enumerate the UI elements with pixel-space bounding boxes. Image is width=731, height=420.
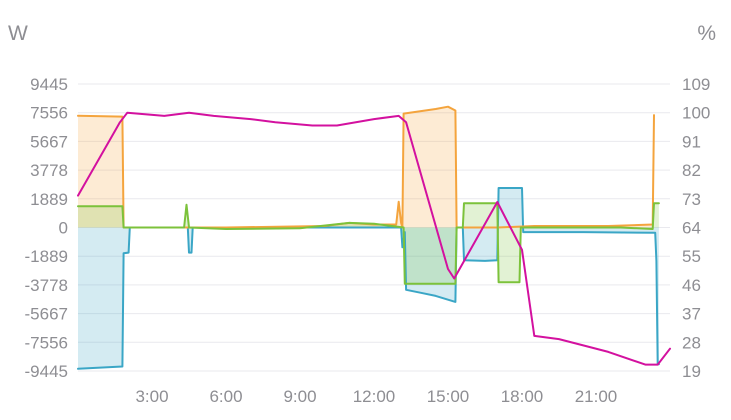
y2-tick-label: 37 [682,305,701,324]
y-tick-label: 3778 [30,161,68,180]
y2-tick-label: 100 [682,104,710,123]
y2-tick-label: 19 [682,362,701,381]
y2-tick-label: 91 [682,132,701,151]
y-tick-label: -3778 [25,276,68,295]
y-tick-label: -1889 [25,247,68,266]
series-line-1 [77,105,655,229]
y2-tick-label: 73 [682,190,701,209]
y2-tick-label: 109 [682,75,710,94]
y2-tick-label: 46 [682,276,701,295]
series-area-1 [78,106,654,228]
x-tick-label: 18:00 [501,387,544,406]
x-tick-label: 3:00 [135,387,168,406]
series-line-2 [77,202,660,285]
line-layer [77,105,671,370]
series-line-3 [77,111,671,366]
x-tick-label: 9:00 [283,387,316,406]
y2-tick-label: 64 [682,219,701,238]
y2-tick-label: 82 [682,161,701,180]
right-axis-unit: % [697,22,716,45]
y-tick-label: 9445 [30,75,68,94]
y-tick-label: -9445 [25,362,68,381]
x-tick-label: 15:00 [427,387,470,406]
left-axis-unit: W [8,22,28,45]
y-tick-label: 5667 [30,132,68,151]
y-tick-label: 0 [59,219,68,238]
y2-tick-label: 28 [682,333,701,352]
x-tick-label: 6:00 [209,387,242,406]
label-layer: W % 9445 7556 5667 3778 1889 0 -1889 -3778 -5667… [8,22,716,406]
y-tick-label: -7556 [25,333,68,352]
series-area-2 [78,203,659,284]
y-tick-label: -5667 [25,305,68,324]
y2-tick-label: 55 [682,247,701,266]
fill-layer [78,106,659,369]
y-tick-label: 7556 [30,104,68,123]
x-tick-label: 12:00 [353,387,396,406]
y-tick-label: 1889 [30,190,68,209]
x-tick-label: 21:00 [575,387,618,406]
